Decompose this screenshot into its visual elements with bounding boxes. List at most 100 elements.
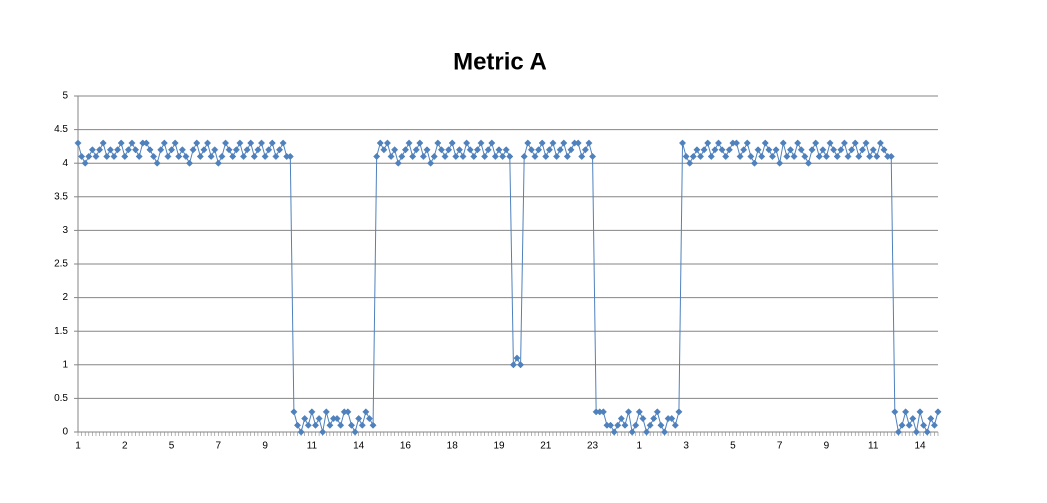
data-point <box>103 152 111 161</box>
y-tick-label: 3.5 <box>54 191 68 202</box>
data-point <box>92 152 100 161</box>
data-point <box>175 152 183 161</box>
data-point <box>513 354 521 362</box>
data-point <box>678 139 687 147</box>
data-point <box>337 421 345 429</box>
data-point <box>909 415 917 423</box>
data-point <box>804 159 813 167</box>
data-point <box>243 146 251 154</box>
data-point <box>794 139 802 147</box>
data-point <box>772 146 780 154</box>
data-point <box>902 408 910 416</box>
y-tick-label: 0 <box>62 427 68 438</box>
x-tick-label: 18 <box>447 441 459 452</box>
data-point <box>722 152 730 161</box>
data-point <box>725 146 733 154</box>
data-point <box>837 146 845 154</box>
data-point <box>286 152 294 161</box>
data-point <box>635 408 643 416</box>
data-point <box>524 139 532 147</box>
data-point <box>398 152 406 161</box>
chart-title: Metric A <box>453 48 547 75</box>
data-point <box>862 139 870 147</box>
data-point <box>225 146 233 154</box>
data-point <box>531 152 539 161</box>
x-tick-label: 7 <box>216 441 222 452</box>
data-point <box>653 408 661 416</box>
data-point <box>840 139 848 147</box>
data-point <box>786 146 795 154</box>
data-point <box>887 152 895 161</box>
data-point <box>362 408 370 416</box>
data-line <box>77 141 939 434</box>
y-tick-label: 2 <box>62 292 68 303</box>
data-point <box>851 139 859 147</box>
data-point <box>315 415 323 423</box>
data-point <box>790 152 798 161</box>
data-point <box>920 421 928 429</box>
data-point <box>239 152 248 161</box>
data-point <box>463 139 471 147</box>
data-point <box>614 421 622 429</box>
data-point <box>81 159 89 167</box>
y-tick-label: 0.5 <box>54 393 68 404</box>
data-point <box>279 139 287 147</box>
x-tick-label: 5 <box>169 441 175 452</box>
data-point <box>700 146 708 154</box>
data-point <box>106 146 114 154</box>
data-point <box>491 152 499 161</box>
data-point <box>732 139 741 147</box>
data-point <box>110 152 118 161</box>
data-point <box>646 421 654 429</box>
data-point <box>556 146 564 154</box>
data-point <box>236 139 244 147</box>
data-point <box>639 415 647 423</box>
data-point <box>304 421 312 429</box>
data-point <box>869 146 877 154</box>
data-point <box>711 146 719 154</box>
data-point <box>898 421 906 429</box>
x-tick-label: 2 <box>122 441 128 452</box>
y-tick-label: 2.5 <box>54 259 68 270</box>
x-tick-label: 5 <box>730 441 736 452</box>
data-point <box>779 139 787 147</box>
data-point <box>686 159 694 167</box>
y-tick-label: 5 <box>62 91 68 102</box>
data-point <box>455 146 463 154</box>
data-point <box>229 152 237 161</box>
data-point <box>347 421 356 429</box>
data-point <box>419 152 427 161</box>
data-point <box>740 146 748 154</box>
data-point <box>448 139 456 147</box>
data-point <box>495 146 503 154</box>
data-point <box>182 152 190 161</box>
data-point <box>783 152 791 161</box>
data-point <box>193 139 201 147</box>
data-point <box>466 146 474 154</box>
data-point <box>581 146 589 154</box>
data-point <box>117 139 125 147</box>
data-point <box>535 146 543 154</box>
data-point <box>912 428 920 436</box>
data-point <box>481 152 489 161</box>
data-point <box>632 421 640 429</box>
data-point <box>502 146 510 154</box>
data-point <box>891 408 899 416</box>
data-point <box>642 428 651 436</box>
data-point <box>275 146 284 154</box>
data-point <box>376 139 384 147</box>
data-point <box>85 152 93 161</box>
data-point <box>99 139 107 147</box>
data-point <box>567 146 575 154</box>
data-point <box>290 408 298 416</box>
x-tick-label: 9 <box>262 441 268 452</box>
data-point <box>373 152 381 161</box>
data-point <box>78 152 86 161</box>
data-point <box>427 159 435 167</box>
data-point <box>168 146 176 154</box>
x-tick-label: 16 <box>400 441 412 452</box>
data-point <box>409 152 417 161</box>
data-point <box>750 159 759 167</box>
data-point <box>758 152 766 161</box>
data-point <box>927 415 935 423</box>
